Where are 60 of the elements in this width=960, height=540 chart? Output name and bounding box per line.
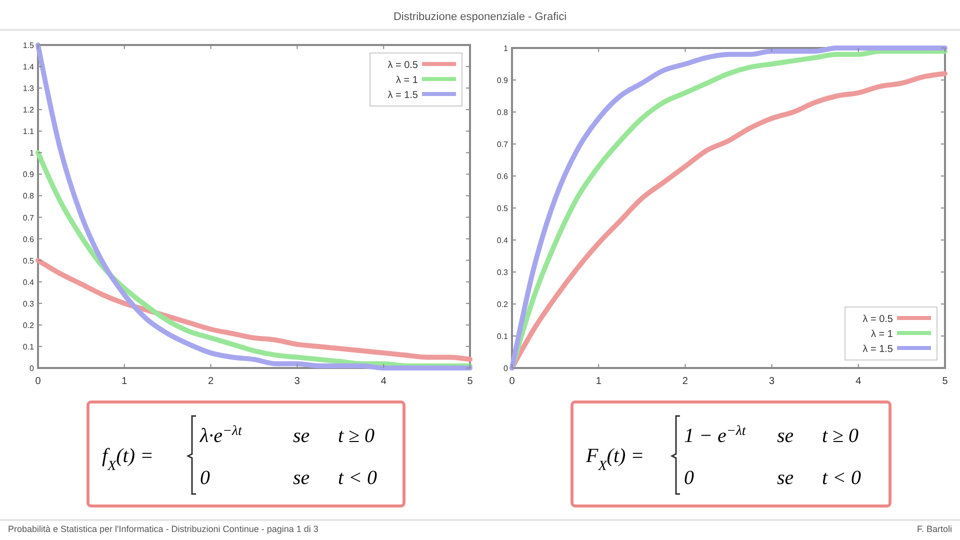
text: 0 [200, 467, 210, 489]
text: λ·e$^{−λt}$ [199, 424, 244, 447]
y-tick-label: 0.8 [496, 108, 509, 117]
y-tick-label: 0.7 [496, 140, 509, 149]
x-tick-label: 4 [380, 376, 387, 387]
text: se [293, 425, 310, 447]
y-tick-label: 0.3 [22, 299, 35, 308]
y-tick-label: 0.4 [22, 278, 35, 287]
chart-title: Distribuzione esponenziale - Grafici [393, 11, 567, 23]
text: t ≥ 0 [822, 425, 859, 447]
y-tick-label: 1.1 [22, 127, 35, 136]
y-tick-label: 1 [30, 148, 35, 158]
text: t < 0 [338, 467, 378, 489]
x-tick-label: 4 [856, 376, 862, 387]
y-tick-label: 0.7 [22, 213, 35, 222]
x-tick-label: 1 [596, 376, 602, 387]
y-tick-label: 0.4 [496, 236, 509, 245]
y-tick-label: 0 [504, 364, 509, 373]
text: t < 0 [822, 467, 862, 489]
x-tick-label: 2 [682, 376, 688, 387]
y-tick-label: 1.5 [22, 41, 35, 50]
text: F. Bartoli [916, 524, 952, 534]
y-tick-label: 0.6 [496, 172, 509, 181]
y-tick-label: 1.3 [22, 84, 35, 94]
legend-label: λ = 1 [871, 329, 894, 340]
x-tick-label: 3 [769, 376, 776, 387]
y-tick-label: 0.5 [22, 256, 35, 266]
y-tick-label: 0 [30, 364, 35, 373]
y-tick-label: 0.1 [22, 342, 35, 352]
text: se [777, 425, 794, 447]
text: F$_{X}$(t) = [585, 445, 644, 474]
x-tick-label: 3 [294, 376, 300, 387]
y-tick-label: 0.8 [22, 192, 35, 201]
x-tick-label: 2 [208, 376, 214, 387]
x-tick-label: 5 [942, 376, 948, 387]
y-tick-label: 0.9 [496, 76, 509, 85]
legend-label: λ = 0.5 [862, 314, 894, 325]
legend-label: λ = 1 [396, 75, 418, 86]
y-tick-label: 0.1 [496, 332, 509, 341]
text: t ≥ 0 [338, 425, 375, 447]
y-tick-label: 1.4 [22, 62, 35, 72]
text: Probabilità e Statistica per l'Informatica - Distribuzioni Continue - pagina 1 di 3 [8, 524, 318, 534]
x-tick-label: 1 [122, 376, 128, 387]
legend-label: λ = 0.5 [388, 60, 418, 71]
y-tick-label: 0.2 [496, 300, 509, 309]
y-tick-label: 1.2 [22, 106, 35, 115]
y-tick-label: 0.2 [22, 320, 35, 330]
y-tick-label: 0.9 [22, 170, 35, 180]
y-tick-label: 0.6 [22, 234, 35, 244]
text: 1 − e$^{−λt}$ [684, 424, 747, 447]
text: se [293, 467, 310, 489]
y-tick-label: 0.5 [496, 204, 509, 213]
y-tick-label: 1 [504, 44, 509, 53]
text: 0 [684, 467, 694, 489]
y-tick-label: 0.3 [496, 268, 509, 277]
legend-label: λ = 1.5 [862, 344, 894, 355]
text: f$_{X}$(t) = [102, 445, 154, 474]
text: se [777, 467, 794, 489]
x-tick-label: 5 [467, 376, 474, 387]
legend-label: λ = 1.5 [388, 90, 418, 101]
